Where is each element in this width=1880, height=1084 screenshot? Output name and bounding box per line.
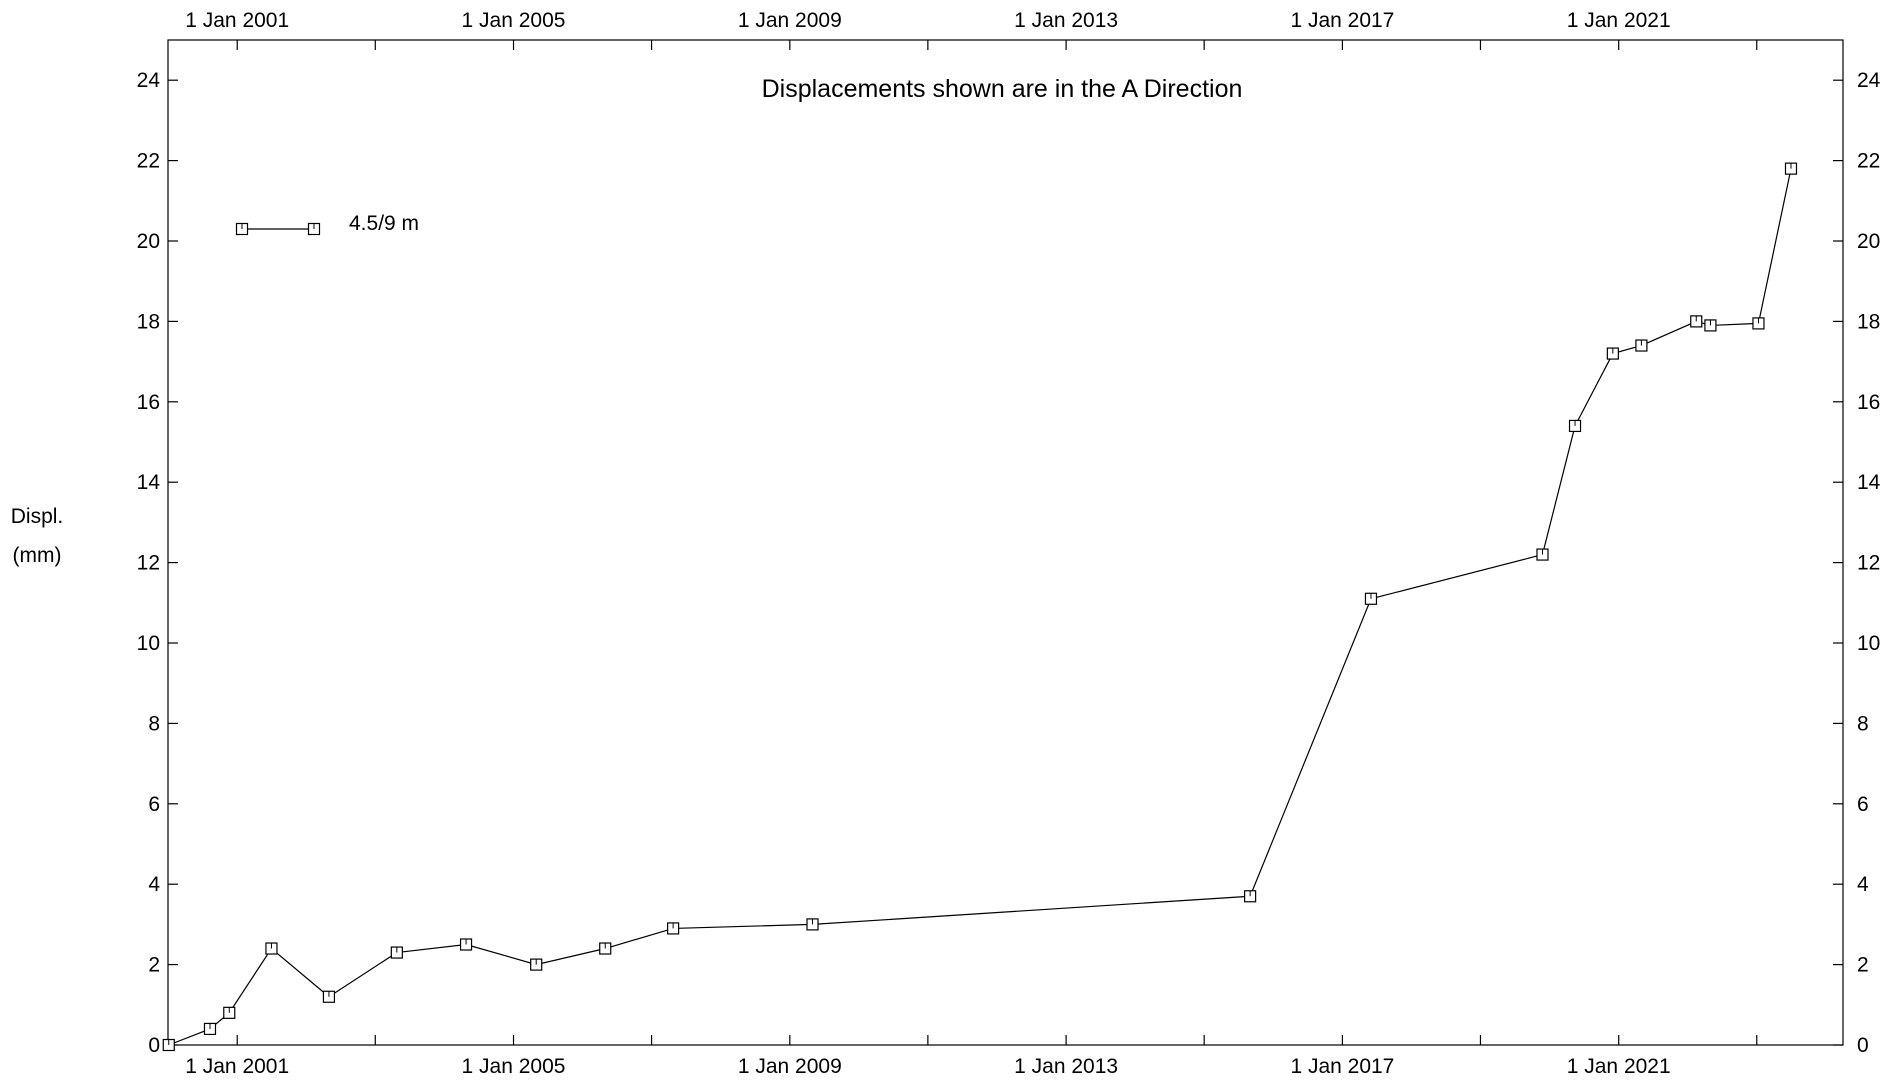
series-line	[168, 168, 1792, 1046]
x-tick-label-bottom: 1 Jan 2001	[185, 1055, 289, 1078]
y-tick-label-left: 20	[137, 230, 160, 253]
y-tick-label-left: 0	[148, 1034, 160, 1057]
x-tick-label-top: 1 Jan 2005	[462, 9, 566, 32]
y-tick-label-left: 18	[137, 310, 160, 333]
y-axis-label-line2: (mm)	[13, 544, 62, 567]
plot-frame	[167, 39, 1844, 1046]
series-layer	[162, 162, 1798, 1052]
y-tick-label-left: 12	[137, 552, 160, 575]
x-tick-label-top: 1 Jan 2001	[185, 9, 289, 32]
y-tick-label-left: 16	[137, 391, 160, 414]
legend-label: 4.5/9 m	[349, 212, 419, 235]
y-tick-label-right: 24	[1857, 69, 1880, 92]
x-tick-label-top: 1 Jan 2017	[1290, 9, 1394, 32]
y-tick-label-left: 14	[137, 471, 161, 494]
y-tick-label-right: 4	[1857, 873, 1869, 896]
x-tick-label-top: 1 Jan 2009	[738, 9, 842, 32]
y-tick-label-left: 8	[148, 712, 160, 735]
y-tick-label-right: 12	[1857, 552, 1880, 575]
y-tick-label-left: 4	[148, 873, 160, 896]
y-tick-label-left: 24	[137, 69, 161, 92]
y-tick-label-left: 22	[137, 150, 160, 173]
y-axis-label-line1: Displ.	[11, 505, 64, 528]
y-tick-label-right: 20	[1857, 230, 1880, 253]
y-tick-label-left: 6	[148, 793, 160, 816]
y-tick-label-right: 2	[1857, 954, 1869, 977]
y-tick-label-right: 18	[1857, 310, 1880, 333]
chart-title: Displacements shown are in the A Directi…	[762, 75, 1243, 103]
y-tick-label-right: 8	[1857, 712, 1869, 735]
y-tick-label-right: 22	[1857, 150, 1880, 173]
x-tick-label-top: 1 Jan 2021	[1567, 9, 1671, 32]
x-tick-label-bottom: 1 Jan 2005	[462, 1055, 566, 1078]
y-tick-label-left: 10	[137, 632, 160, 655]
x-tick-label-bottom: 1 Jan 2021	[1567, 1055, 1671, 1078]
y-tick-label-right: 16	[1857, 391, 1880, 414]
x-tick-label-bottom: 1 Jan 2009	[738, 1055, 842, 1078]
y-tick-label-right: 6	[1857, 793, 1869, 816]
y-tick-label-right: 0	[1857, 1034, 1869, 1057]
x-tick-label-bottom: 1 Jan 2017	[1290, 1055, 1394, 1078]
legend: 4.5/9 m	[235, 212, 419, 236]
y-tick-label-right: 14	[1857, 471, 1880, 494]
x-tick-label-bottom: 1 Jan 2013	[1014, 1055, 1118, 1078]
y-tick-label-right: 10	[1857, 632, 1880, 655]
y-tick-label-left: 2	[148, 954, 160, 977]
x-tick-label-top: 1 Jan 2013	[1014, 9, 1118, 32]
